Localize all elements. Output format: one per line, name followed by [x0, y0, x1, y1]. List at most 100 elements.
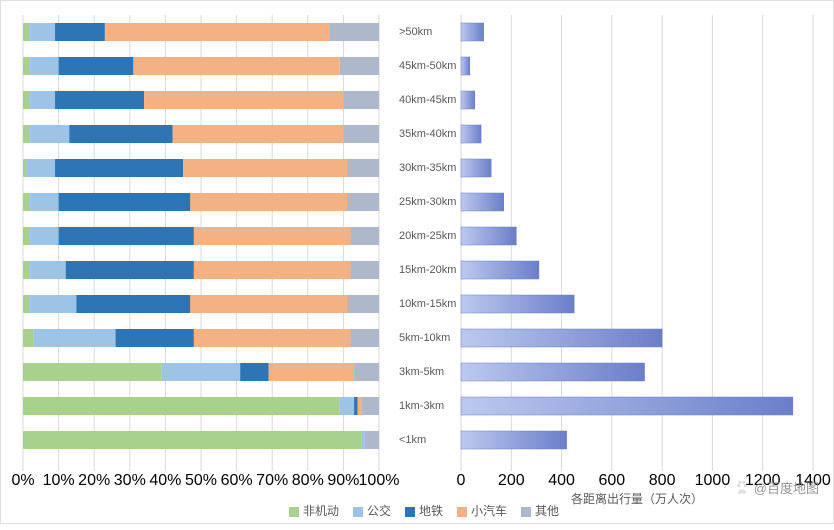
stacked-seg	[69, 125, 172, 143]
legend-swatch	[521, 507, 531, 517]
svg-text:80%: 80%	[292, 472, 324, 489]
category-label: 20km-25km	[399, 230, 456, 242]
stacked-seg	[23, 125, 30, 143]
stacked-seg	[34, 329, 116, 347]
chart-container: { "dims":{"w":834,"h":524}, "categories"…	[0, 0, 834, 524]
category-label: 1km-3km	[399, 400, 444, 412]
legend-label: 公交	[367, 504, 391, 518]
svg-text:1000: 1000	[695, 472, 731, 489]
svg-text:800: 800	[649, 472, 676, 489]
stacked-seg	[116, 329, 194, 347]
volume-bar	[461, 397, 793, 415]
stacked-seg	[76, 295, 190, 313]
stacked-seg	[66, 261, 194, 279]
svg-text:40%: 40%	[149, 472, 181, 489]
legend-label: 其他	[535, 504, 559, 518]
legend-label: 非机动	[303, 504, 339, 518]
legend-label: 小汽车	[471, 504, 507, 518]
chart-svg: 0%10%20%30%40%50%60%70%80%90%100%<1km1km…	[1, 1, 834, 525]
stacked-seg	[361, 397, 379, 415]
stacked-seg	[340, 57, 379, 75]
stacked-seg	[190, 295, 347, 313]
volume-bar	[461, 91, 475, 109]
stacked-seg	[347, 159, 379, 177]
legend-swatch	[457, 507, 467, 517]
volume-bar	[461, 159, 491, 177]
svg-text:0: 0	[457, 472, 466, 489]
stacked-seg	[55, 91, 144, 109]
watermark-text: @百度地图	[754, 478, 819, 497]
stacked-seg	[30, 23, 55, 41]
category-label: 10km-15km	[399, 298, 456, 310]
stacked-seg	[30, 227, 58, 245]
svg-text:10%: 10%	[43, 472, 75, 489]
stacked-seg	[162, 363, 240, 381]
stacked-seg	[329, 23, 379, 41]
volume-bar	[461, 363, 645, 381]
legend-label: 地铁	[419, 504, 443, 518]
stacked-seg	[23, 193, 30, 211]
svg-text:20%: 20%	[78, 472, 110, 489]
category-label: 30km-35km	[399, 162, 456, 174]
stacked-seg	[30, 91, 55, 109]
legend-swatch	[289, 507, 299, 517]
stacked-seg	[30, 261, 66, 279]
legend: 非机动 公交 地铁 小汽车 其他	[1, 502, 833, 519]
svg-text:200: 200	[498, 472, 525, 489]
category-label: 35km-40km	[399, 128, 456, 140]
volume-bar	[461, 125, 481, 143]
stacked-seg	[59, 193, 191, 211]
stacked-seg	[354, 397, 358, 415]
volume-bar	[461, 431, 567, 449]
svg-text:100%: 100%	[359, 472, 400, 489]
stacked-seg	[23, 329, 34, 347]
svg-text:70%: 70%	[256, 472, 288, 489]
stacked-seg	[347, 193, 379, 211]
svg-text:30%: 30%	[114, 472, 146, 489]
stacked-seg	[347, 295, 379, 313]
stacked-seg	[23, 295, 30, 313]
stacked-seg	[133, 57, 339, 75]
stacked-seg	[240, 363, 268, 381]
category-label: >50km	[399, 26, 432, 38]
volume-bar	[461, 261, 539, 279]
volume-bar	[461, 23, 484, 41]
svg-text:400: 400	[548, 472, 575, 489]
stacked-seg	[30, 125, 69, 143]
watermark: @百度地图	[734, 478, 819, 497]
stacked-seg	[351, 329, 379, 347]
stacked-seg	[23, 23, 30, 41]
category-label: 40km-45km	[399, 94, 456, 106]
stacked-seg	[343, 91, 379, 109]
category-label: 45km-50km	[399, 60, 456, 72]
stacked-seg	[23, 363, 162, 381]
volume-bar	[461, 227, 516, 245]
stacked-seg	[144, 91, 343, 109]
paw-icon	[734, 480, 750, 496]
stacked-seg	[194, 227, 351, 245]
stacked-seg	[351, 227, 379, 245]
category-label: <1km	[399, 434, 426, 446]
legend-swatch	[405, 507, 415, 517]
stacked-seg	[343, 125, 379, 143]
legend-swatch	[353, 507, 363, 517]
stacked-seg	[354, 363, 379, 381]
stacked-seg	[27, 159, 55, 177]
stacked-seg	[59, 227, 194, 245]
svg-text:60%: 60%	[221, 472, 253, 489]
category-label: 3km-5km	[399, 366, 444, 378]
stacked-seg	[23, 57, 30, 75]
stacked-seg	[30, 193, 58, 211]
stacked-seg	[361, 431, 365, 449]
volume-bar	[461, 193, 504, 211]
stacked-seg	[269, 363, 354, 381]
stacked-seg	[23, 261, 30, 279]
svg-text:90%: 90%	[327, 472, 359, 489]
stacked-seg	[23, 397, 340, 415]
category-label: 25km-30km	[399, 196, 456, 208]
category-label: 5km-10km	[399, 332, 450, 344]
stacked-seg	[351, 261, 379, 279]
volume-bar	[461, 57, 470, 75]
stacked-seg	[190, 193, 347, 211]
stacked-seg	[173, 125, 344, 143]
